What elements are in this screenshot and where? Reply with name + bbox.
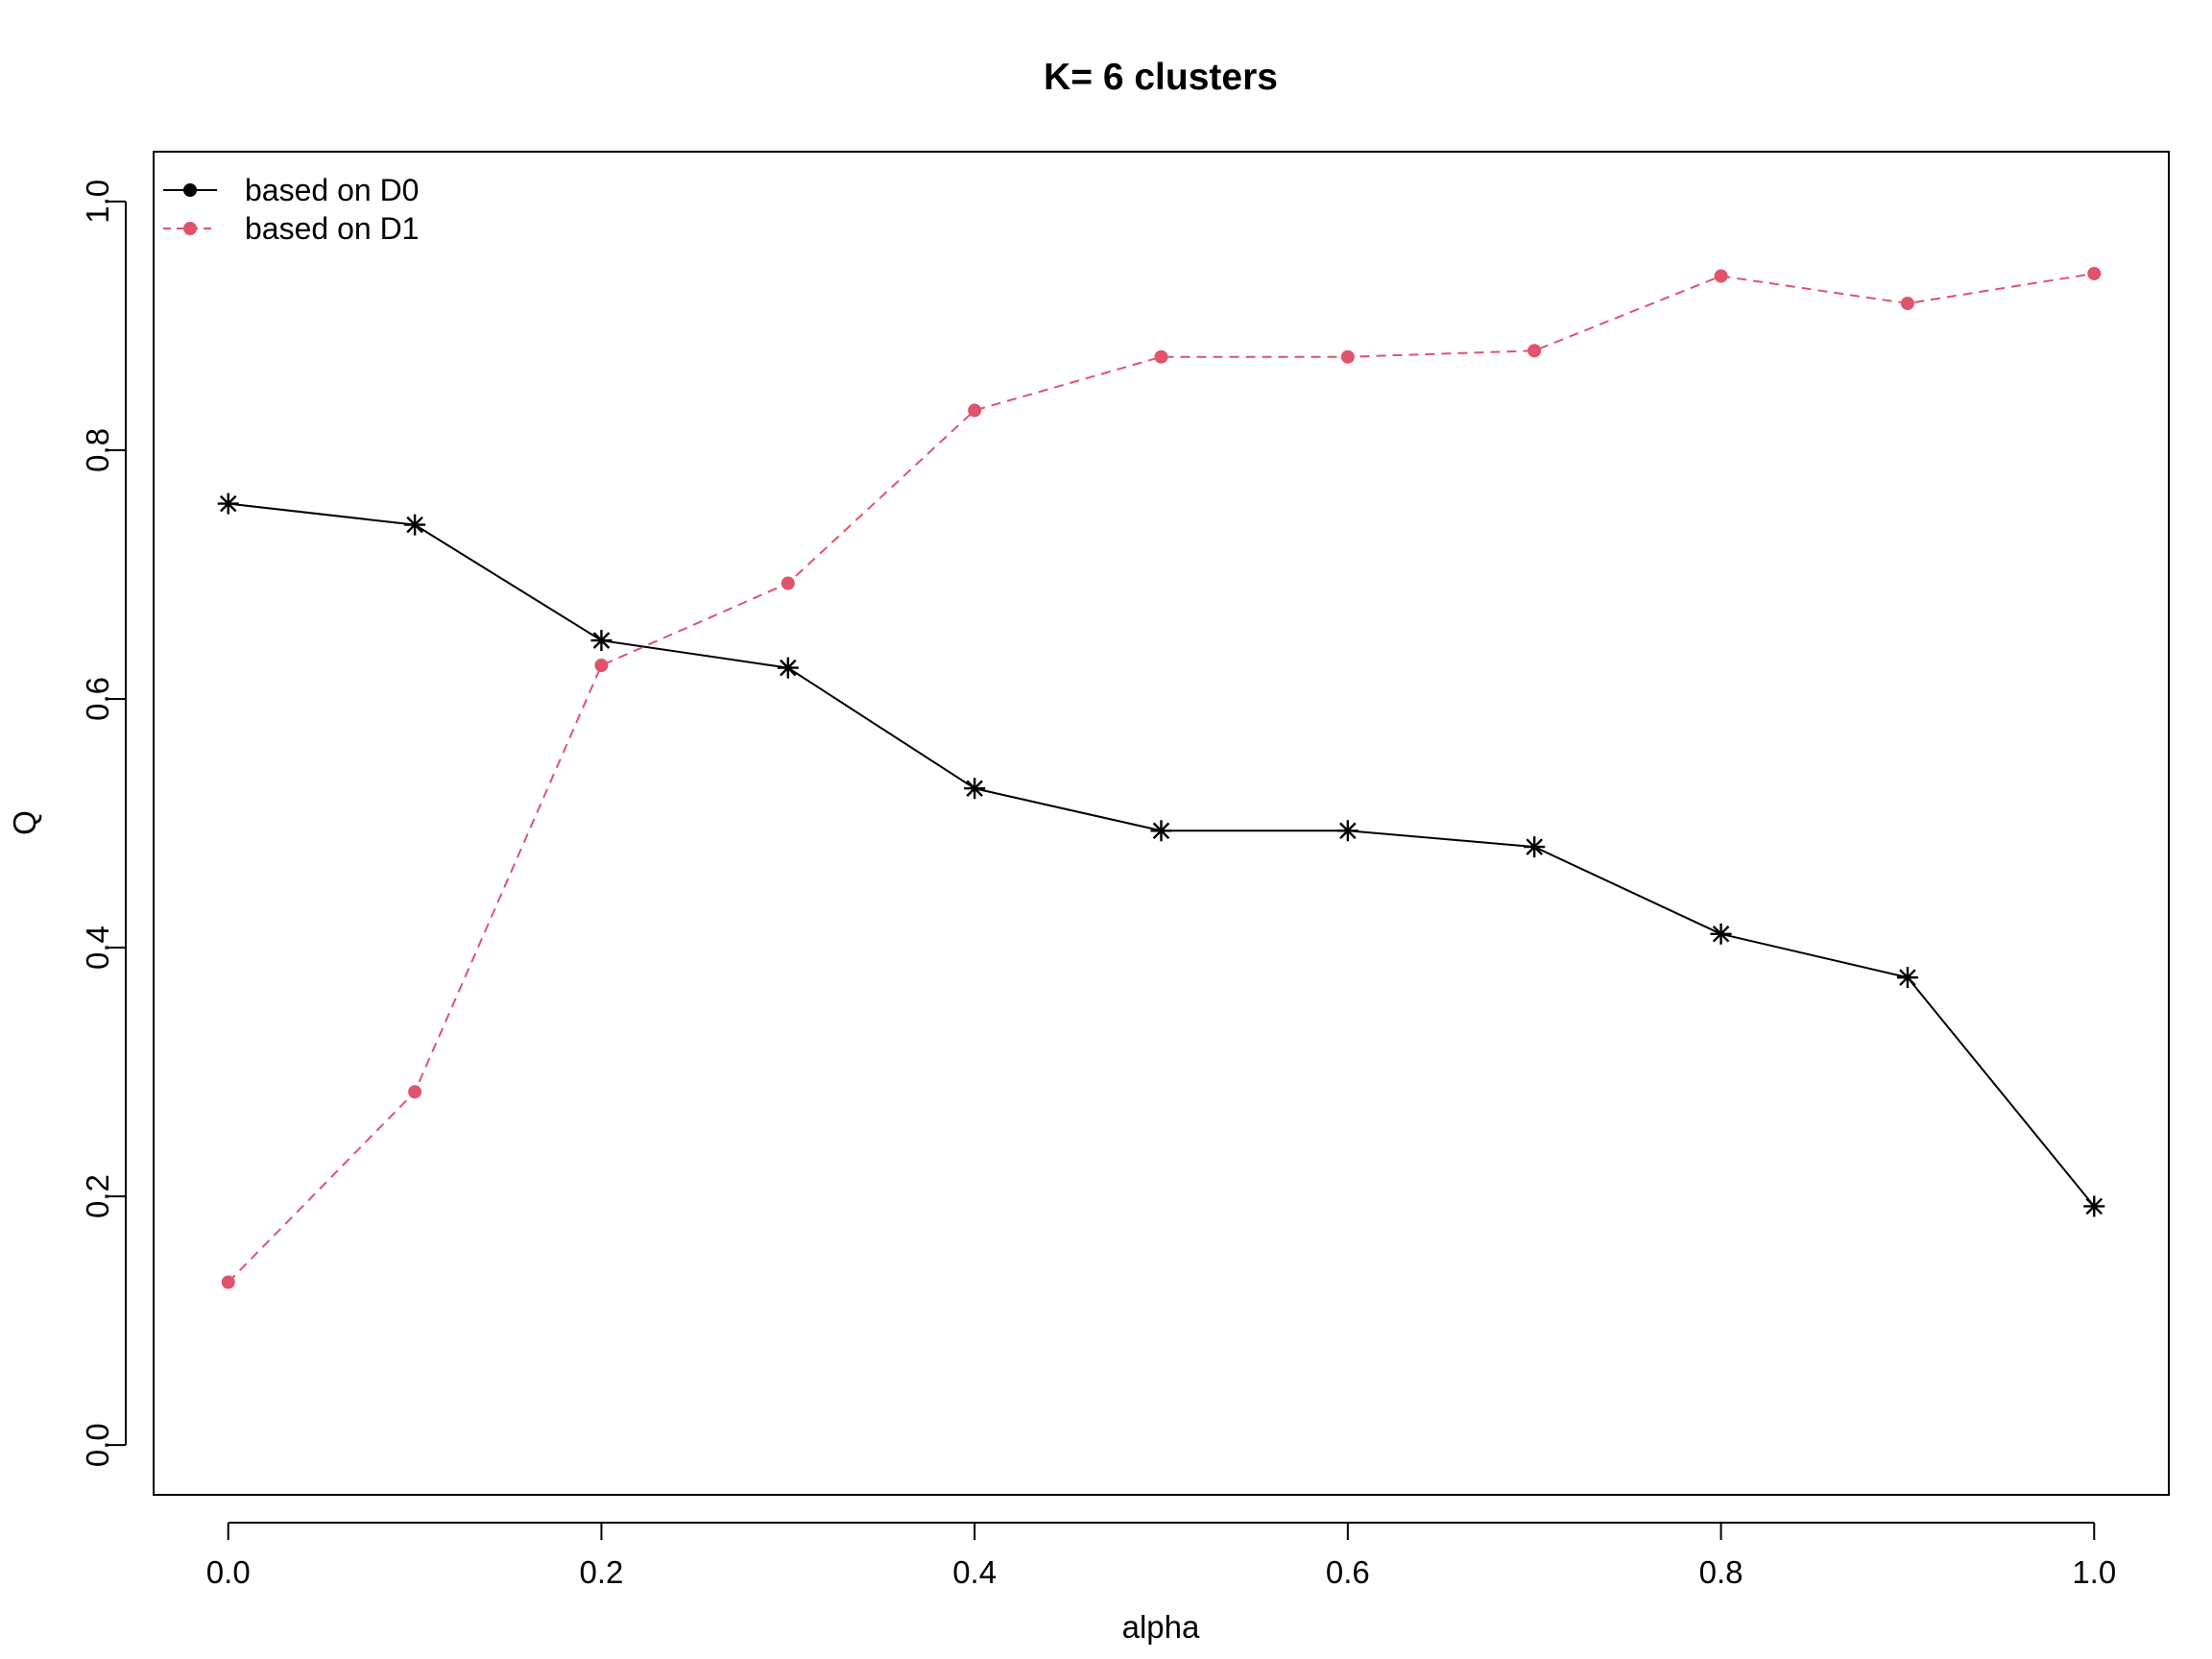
data-point [2083, 1195, 2105, 1217]
x-tick-label: 1.0 [2072, 1554, 2116, 1590]
y-tick-label: 1.0 [80, 180, 115, 224]
series-d1 [221, 266, 2102, 1289]
y-tick-label: 0.0 [80, 1423, 115, 1467]
asterisk-stroke [592, 632, 611, 649]
y-axis: 0.0 0.2 0.4 0.6 0.8 1.0 [80, 180, 127, 1467]
data-point [1150, 820, 1172, 842]
y-tick-label: 0.4 [80, 926, 115, 970]
asterisk-stroke [1526, 838, 1543, 855]
legend: based on D0 based on D1 [163, 173, 419, 246]
chart-title: K= 6 clusters [1044, 57, 1278, 98]
data-point [1527, 344, 1542, 358]
data-point [1340, 349, 1355, 364]
series-line [228, 272, 2095, 1284]
asterisk-stroke [2085, 1197, 2104, 1215]
series-layer [217, 266, 2105, 1289]
data-point [1896, 967, 1918, 989]
legend-label: based on D1 [245, 211, 419, 246]
data-point [590, 630, 613, 652]
x-tick-label: 0.8 [1699, 1554, 1743, 1590]
data-point [221, 1275, 235, 1289]
legend-marker [183, 222, 197, 235]
data-point [1524, 836, 1546, 858]
data-point [404, 514, 426, 536]
x-tick-label: 0.6 [1326, 1554, 1370, 1590]
series-d0 [217, 493, 2105, 1217]
asterisk-stroke [1339, 822, 1357, 840]
x-tick-label: 0.2 [580, 1554, 624, 1590]
data-point [964, 778, 986, 800]
data-point [217, 493, 239, 515]
legend-item: based on D1 [163, 211, 419, 246]
legend-label: based on D0 [245, 173, 419, 207]
y-tick-label: 0.6 [80, 677, 115, 721]
legend-item: based on D0 [163, 173, 419, 207]
series-line [228, 502, 2096, 1208]
data-point [1900, 297, 1914, 311]
x-tick-label: 0.0 [206, 1554, 251, 1590]
data-point [1710, 923, 1732, 945]
data-point [1714, 269, 1728, 283]
plot-frame [153, 151, 2170, 1496]
data-point [1154, 349, 1168, 364]
asterisk-stroke [1899, 969, 1916, 986]
data-point [968, 403, 982, 418]
x-axis: 0.0 0.2 0.4 0.6 0.8 1.0 [206, 1522, 2116, 1590]
asterisk-stroke [780, 659, 797, 677]
y-tick-label: 0.2 [80, 1174, 115, 1218]
data-point [1336, 820, 1358, 842]
asterisk-stroke [966, 780, 983, 797]
asterisk-stroke [1712, 926, 1730, 943]
y-axis-title: Q [7, 810, 42, 835]
legend-marker [183, 183, 197, 197]
asterisk-stroke [406, 516, 423, 534]
data-point [781, 576, 795, 590]
asterisk-stroke [1152, 822, 1170, 840]
x-axis-title: alpha [1122, 1609, 1200, 1645]
y-tick-label: 0.8 [80, 428, 115, 472]
data-point [777, 657, 799, 679]
data-point [2087, 266, 2102, 280]
data-point [408, 1085, 422, 1099]
x-tick-label: 0.4 [952, 1554, 997, 1590]
data-point [594, 658, 609, 672]
asterisk-stroke [219, 494, 237, 513]
